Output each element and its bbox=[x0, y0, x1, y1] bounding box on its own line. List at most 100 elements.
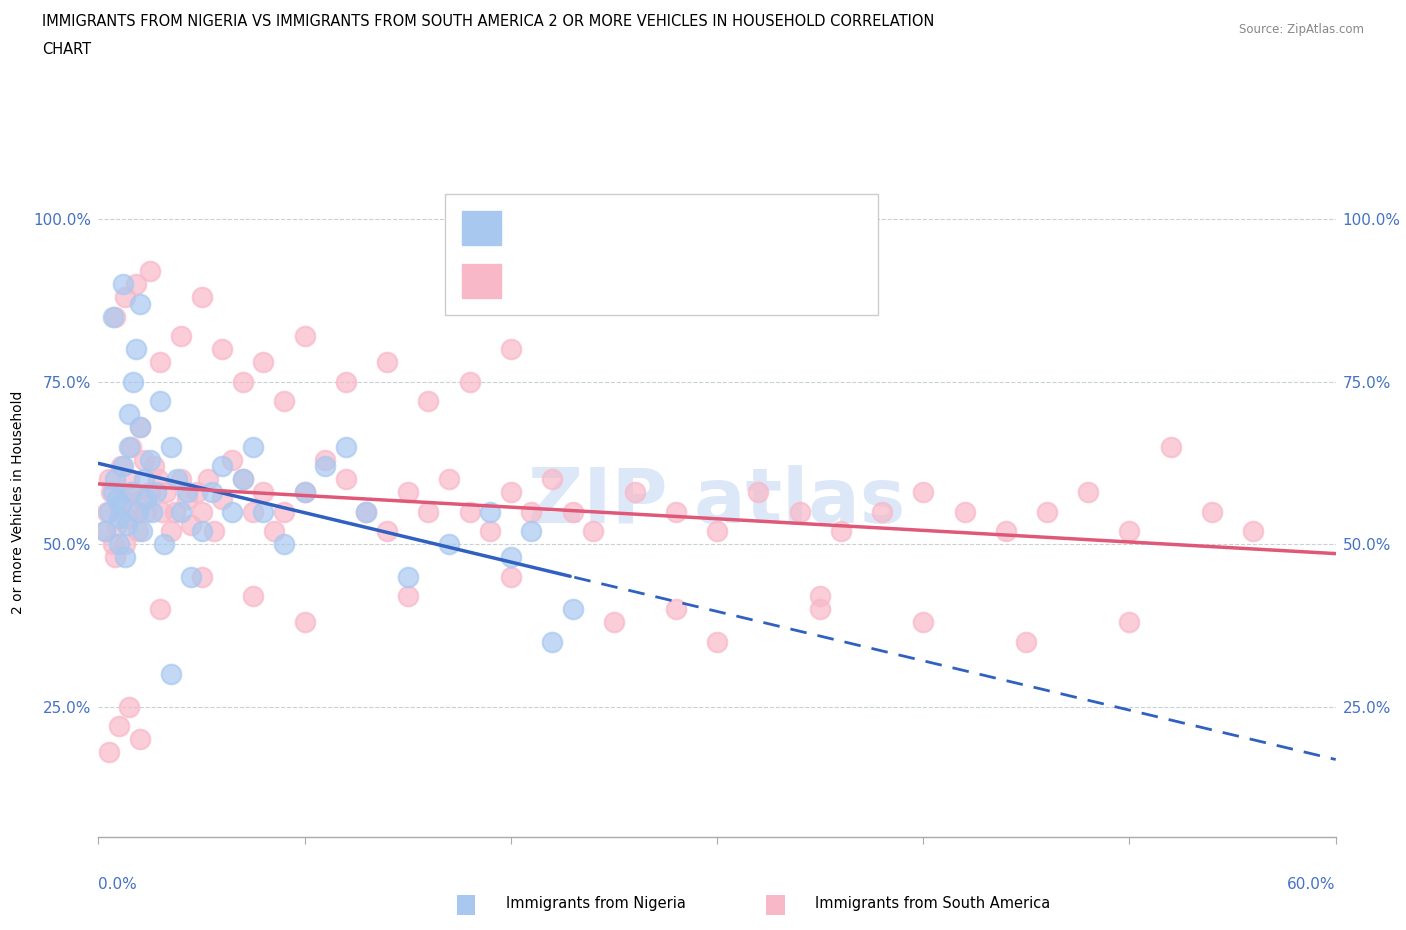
Point bbox=[176, 485, 198, 500]
Point bbox=[104, 472, 127, 487]
Point bbox=[114, 290, 136, 305]
Point bbox=[186, 485, 208, 500]
Point bbox=[252, 355, 274, 370]
Point bbox=[335, 375, 357, 390]
Point bbox=[221, 453, 243, 468]
Point bbox=[97, 745, 120, 760]
Point bbox=[97, 504, 120, 519]
Point bbox=[139, 485, 162, 500]
Text: Immigrants from South America: Immigrants from South America bbox=[815, 897, 1050, 911]
Point bbox=[437, 537, 460, 551]
Point bbox=[122, 375, 145, 390]
Point bbox=[180, 517, 202, 532]
Point bbox=[128, 297, 150, 312]
Point bbox=[252, 485, 274, 500]
Text: -0.014: -0.014 bbox=[575, 272, 634, 290]
Point bbox=[132, 472, 155, 487]
Point bbox=[139, 453, 162, 468]
Point bbox=[128, 420, 150, 435]
Point bbox=[211, 492, 233, 507]
Point bbox=[437, 472, 460, 487]
Point bbox=[118, 440, 141, 455]
Text: N =: N = bbox=[696, 272, 733, 290]
Point bbox=[101, 485, 124, 500]
Point bbox=[561, 504, 583, 519]
Point bbox=[541, 472, 564, 487]
Point bbox=[1241, 524, 1264, 538]
Point bbox=[335, 440, 357, 455]
Point bbox=[418, 504, 440, 519]
Point bbox=[128, 420, 150, 435]
Point bbox=[1118, 615, 1140, 630]
Bar bbox=[463, 211, 501, 245]
Text: N =: N = bbox=[696, 219, 733, 237]
Point bbox=[706, 634, 728, 649]
Point bbox=[201, 485, 224, 500]
Point bbox=[458, 375, 481, 390]
Point bbox=[211, 459, 233, 474]
Point bbox=[108, 511, 131, 525]
Point bbox=[108, 537, 131, 551]
Point bbox=[375, 524, 398, 538]
Point bbox=[458, 504, 481, 519]
Point bbox=[273, 504, 295, 519]
Point bbox=[114, 537, 136, 551]
Point bbox=[232, 472, 254, 487]
Point bbox=[706, 524, 728, 538]
Point bbox=[190, 569, 212, 584]
Point bbox=[117, 517, 139, 532]
Point bbox=[232, 472, 254, 487]
Point bbox=[665, 504, 688, 519]
Point bbox=[273, 394, 295, 409]
Point bbox=[108, 719, 131, 734]
Point bbox=[170, 472, 193, 487]
Point bbox=[122, 485, 145, 500]
Point bbox=[541, 634, 564, 649]
Point bbox=[104, 550, 127, 565]
Point bbox=[294, 485, 316, 500]
Point bbox=[166, 472, 188, 487]
Point bbox=[242, 589, 264, 604]
Point bbox=[912, 485, 935, 500]
Point bbox=[110, 459, 132, 474]
Point bbox=[120, 440, 142, 455]
Point bbox=[131, 492, 153, 507]
Point bbox=[104, 310, 127, 325]
Point bbox=[582, 524, 605, 538]
Point bbox=[561, 602, 583, 617]
Point bbox=[221, 504, 243, 519]
Text: 60.0%: 60.0% bbox=[1288, 877, 1336, 892]
Point bbox=[159, 524, 181, 538]
Point bbox=[808, 589, 831, 604]
Point bbox=[112, 459, 135, 474]
Point bbox=[808, 602, 831, 617]
Point bbox=[294, 329, 316, 344]
Point bbox=[912, 615, 935, 630]
Point bbox=[623, 485, 645, 500]
Text: R =: R = bbox=[515, 219, 550, 237]
Point bbox=[396, 589, 419, 604]
Text: CHART: CHART bbox=[42, 42, 91, 57]
Point bbox=[294, 615, 316, 630]
Point bbox=[149, 394, 172, 409]
Point bbox=[479, 504, 502, 519]
Point bbox=[105, 517, 128, 532]
Point bbox=[159, 440, 181, 455]
Point bbox=[314, 453, 336, 468]
Point bbox=[665, 602, 688, 617]
Point bbox=[830, 524, 852, 538]
Point bbox=[1036, 504, 1059, 519]
Point bbox=[110, 498, 132, 512]
Text: 54: 54 bbox=[765, 219, 789, 237]
Point bbox=[131, 524, 153, 538]
Point bbox=[953, 504, 976, 519]
Point bbox=[190, 504, 212, 519]
Point bbox=[242, 440, 264, 455]
Point bbox=[127, 524, 149, 538]
Point bbox=[499, 569, 522, 584]
Point bbox=[520, 524, 543, 538]
Point bbox=[1160, 440, 1182, 455]
Point bbox=[101, 537, 124, 551]
Point bbox=[143, 459, 166, 474]
Point bbox=[118, 699, 141, 714]
